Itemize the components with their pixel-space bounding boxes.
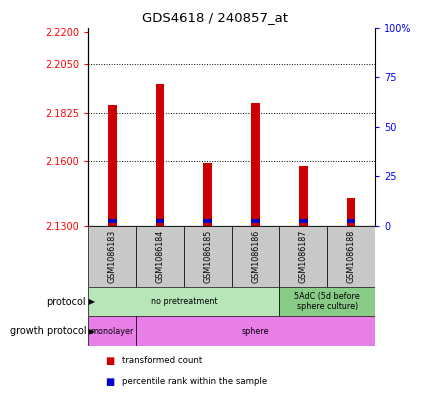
FancyBboxPatch shape — [88, 287, 279, 316]
Bar — [155, 219, 164, 223]
Bar — [203, 163, 212, 226]
Text: ■: ■ — [105, 356, 114, 365]
FancyBboxPatch shape — [279, 287, 374, 316]
Text: percentile rank within the sample: percentile rank within the sample — [122, 377, 267, 386]
Bar — [298, 165, 307, 226]
Bar — [251, 219, 259, 223]
Text: monolayer: monolayer — [90, 327, 134, 336]
Text: 5AdC (5d before
sphere culture): 5AdC (5d before sphere culture) — [294, 292, 359, 311]
FancyBboxPatch shape — [184, 226, 231, 287]
Text: ▶: ▶ — [86, 297, 95, 306]
Text: no pretreatment: no pretreatment — [150, 297, 217, 306]
Text: GSM1086187: GSM1086187 — [298, 230, 307, 283]
Text: ■: ■ — [105, 377, 114, 387]
Text: GSM1086183: GSM1086183 — [108, 230, 117, 283]
Text: GSM1086185: GSM1086185 — [203, 230, 212, 283]
Bar — [108, 219, 116, 223]
Bar — [108, 105, 116, 226]
Bar — [203, 219, 212, 223]
Text: transformed count: transformed count — [122, 356, 202, 365]
Text: sphere: sphere — [241, 327, 269, 336]
FancyBboxPatch shape — [88, 226, 136, 287]
FancyBboxPatch shape — [231, 226, 279, 287]
Bar — [346, 219, 355, 223]
Bar — [346, 198, 355, 226]
Text: GSM1086186: GSM1086186 — [250, 230, 259, 283]
Text: growth protocol: growth protocol — [9, 326, 86, 336]
Text: GSM1086188: GSM1086188 — [346, 230, 355, 283]
Text: GDS4618 / 240857_at: GDS4618 / 240857_at — [142, 11, 288, 24]
FancyBboxPatch shape — [326, 226, 374, 287]
Text: ▶: ▶ — [86, 327, 95, 336]
FancyBboxPatch shape — [279, 226, 326, 287]
Text: protocol: protocol — [46, 297, 86, 307]
FancyBboxPatch shape — [136, 226, 184, 287]
Bar — [155, 84, 164, 226]
Bar — [298, 219, 307, 223]
Text: GSM1086184: GSM1086184 — [155, 230, 164, 283]
FancyBboxPatch shape — [136, 316, 374, 346]
FancyBboxPatch shape — [88, 316, 136, 346]
Bar — [251, 103, 259, 226]
